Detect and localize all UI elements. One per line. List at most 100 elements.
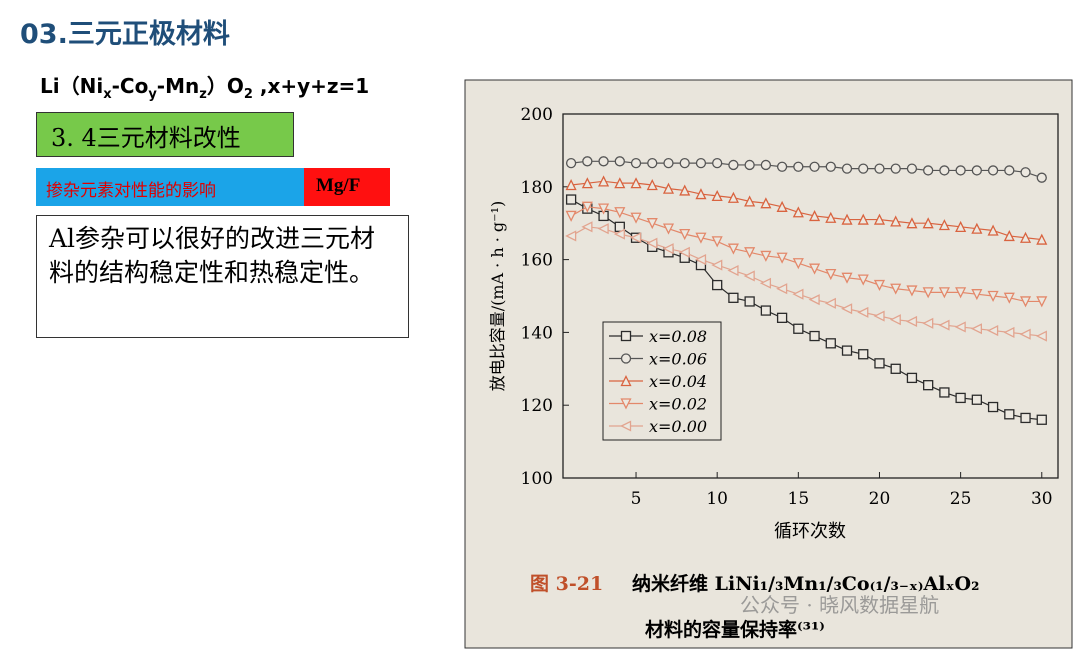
marker: [759, 277, 772, 289]
formula-part: x: [103, 87, 112, 102]
marker: [955, 287, 967, 299]
watermark: 公众号 · 晓风数据星航: [740, 593, 939, 617]
marker: [727, 264, 739, 277]
marker: [841, 213, 853, 225]
elements-box: Mg/F: [304, 168, 390, 206]
marker: [809, 209, 821, 222]
marker: [679, 184, 691, 196]
marker: [938, 287, 950, 299]
formula-part: ,x+y+z=1: [252, 74, 370, 98]
section-box: 3. 4三元材料改性: [36, 112, 294, 157]
caption-2: 材料的容量保持率⁽³¹⁾: [645, 618, 825, 641]
marker: [858, 163, 869, 174]
marker: [792, 288, 804, 300]
legend-label: x=0.00: [649, 417, 707, 436]
legend-label: x=0.02: [649, 395, 707, 414]
marker: [743, 270, 755, 282]
marker: [939, 165, 950, 176]
marker: [744, 159, 755, 171]
caption-label: 图 3-21: [530, 573, 603, 595]
x-tick-label: 15: [788, 489, 810, 509]
marker: [760, 305, 772, 316]
formula-part: Li（Ni: [40, 74, 104, 98]
marker: [1019, 231, 1032, 243]
marker: [1003, 292, 1015, 304]
marker: [647, 157, 658, 169]
marker: [971, 289, 983, 301]
marker: [598, 175, 610, 187]
marker: [890, 163, 901, 174]
legend-label: x=0.06: [649, 350, 707, 369]
marker: [971, 394, 983, 405]
marker: [662, 243, 674, 255]
marker: [809, 161, 820, 172]
y-tick-label: 200: [521, 105, 553, 125]
marker: [728, 292, 739, 303]
marker: [744, 247, 756, 259]
marker: [971, 165, 983, 176]
marker: [1003, 229, 1015, 242]
marker: [646, 237, 658, 249]
marker: [841, 272, 853, 284]
marker: [776, 161, 788, 172]
marker: [1003, 326, 1015, 338]
formula-part: -Co: [111, 74, 149, 98]
marker: [987, 401, 999, 413]
marker: [825, 269, 837, 281]
marker: [565, 157, 577, 169]
legend-label: x=0.08: [649, 327, 707, 346]
marker: [1019, 296, 1032, 308]
marker: [939, 387, 950, 398]
marker: [695, 188, 707, 200]
marker: [987, 224, 999, 236]
marker: [581, 221, 593, 233]
marker: [1019, 328, 1031, 340]
marker: [923, 165, 934, 176]
x-axis-label: 循环次数: [774, 521, 846, 542]
marker: [630, 157, 642, 169]
slide-title: 03.三元正极材料: [20, 19, 230, 50]
marker: [744, 195, 756, 207]
marker: [712, 157, 723, 169]
marker: [922, 217, 934, 229]
marker: [581, 177, 593, 189]
legend-label: x=0.04: [649, 372, 707, 391]
marker: [711, 236, 723, 248]
marker: [954, 321, 966, 333]
marker: [776, 252, 788, 264]
marker: [955, 165, 966, 176]
marker: [695, 157, 707, 169]
marker: [663, 157, 674, 169]
marker: [955, 392, 966, 404]
marker: [1036, 172, 1047, 183]
marker: [987, 165, 999, 176]
marker: [922, 287, 934, 299]
x-tick-label: 10: [706, 489, 728, 509]
marker: [809, 330, 820, 342]
marker: [906, 285, 918, 297]
marker: [938, 219, 950, 231]
marker: [825, 338, 836, 349]
marker: [565, 230, 577, 242]
marker: [565, 179, 577, 191]
marker: [614, 207, 626, 219]
marker: [620, 398, 632, 410]
marker: [889, 314, 901, 326]
marker: [825, 211, 837, 223]
marker: [905, 315, 918, 328]
marker: [711, 259, 723, 271]
caption: 纳米纤维 LiNi₁/₃Mn₁/₃Co₍₁/₃₋ₓ₎AlₓO₂: [632, 572, 979, 595]
marker: [598, 156, 609, 167]
marker: [1020, 167, 1031, 178]
marker: [874, 358, 885, 369]
marker: [890, 363, 901, 374]
marker: [620, 375, 632, 387]
marker: [792, 206, 804, 218]
marker: [1035, 330, 1047, 342]
marker: [906, 217, 918, 229]
x-tick-label: 5: [631, 489, 642, 509]
marker: [679, 157, 690, 169]
marker: [808, 294, 820, 306]
formula-part: -Mn: [156, 74, 200, 98]
